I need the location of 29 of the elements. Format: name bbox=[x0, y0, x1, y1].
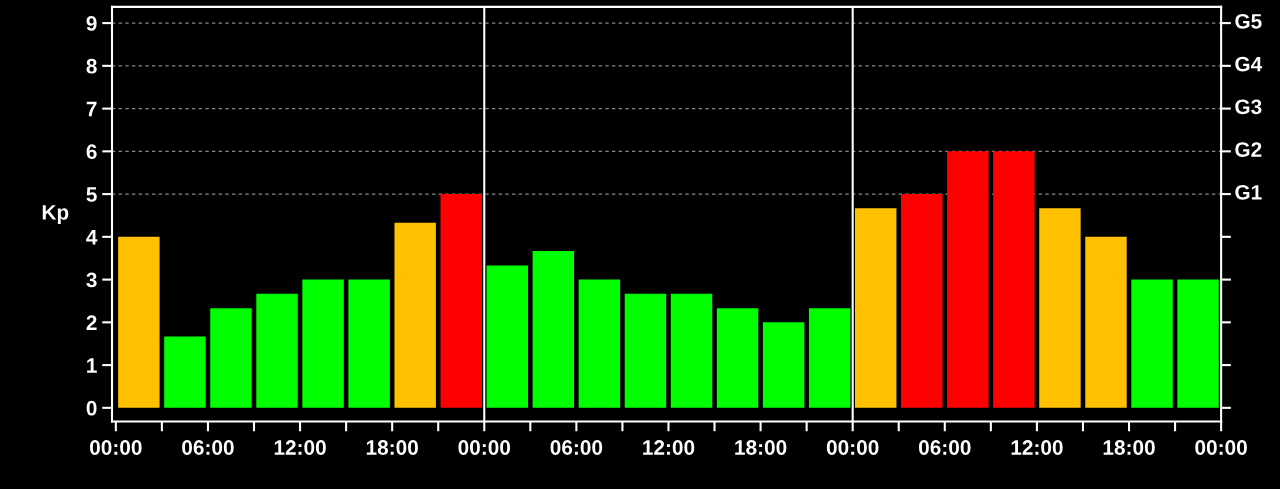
x-tick-label: 00:00 bbox=[826, 440, 879, 455]
y-tick-label: 3 bbox=[86, 272, 97, 288]
y-tick-label: 2 bbox=[86, 315, 97, 330]
x-tick-label: 18:00 bbox=[735, 440, 787, 455]
x-tick-label: 00:00 bbox=[458, 440, 511, 455]
x-tick-label: 12:00 bbox=[274, 440, 326, 455]
ref-line-label: G1 bbox=[1235, 184, 1262, 200]
x-tick-label: 06:00 bbox=[182, 440, 234, 455]
x-tick-label: 12:00 bbox=[643, 440, 695, 455]
y-tick-label: 1 bbox=[87, 358, 97, 373]
y-tick-label: 7 bbox=[86, 101, 97, 117]
y-tick-label: 6 bbox=[86, 144, 97, 160]
x-tick-label: 18:00 bbox=[1103, 440, 1155, 455]
x-tick-label: 00:00 bbox=[1195, 440, 1247, 455]
ref-line-label: G2 bbox=[1235, 142, 1262, 157]
x-tick-label: 00:00 bbox=[90, 440, 142, 455]
x-tick-label: 06:00 bbox=[918, 440, 971, 455]
x-tick-label: 06:00 bbox=[550, 440, 603, 455]
y-tick-label: 9 bbox=[86, 16, 97, 31]
y-tick-label: 8 bbox=[86, 58, 97, 74]
y-tick-label: 5 bbox=[86, 187, 97, 202]
x-tick-label: 12:00 bbox=[1011, 440, 1063, 455]
y-tick-label: 0 bbox=[86, 400, 97, 416]
y-axis-title: Kp bbox=[42, 205, 69, 224]
ref-line-label: G5 bbox=[1235, 13, 1262, 29]
ref-line-label: G3 bbox=[1235, 99, 1262, 115]
y-tick-label: 4 bbox=[86, 230, 98, 245]
x-tick-label: 18:00 bbox=[366, 440, 418, 455]
ref-line-label: G4 bbox=[1235, 56, 1263, 72]
